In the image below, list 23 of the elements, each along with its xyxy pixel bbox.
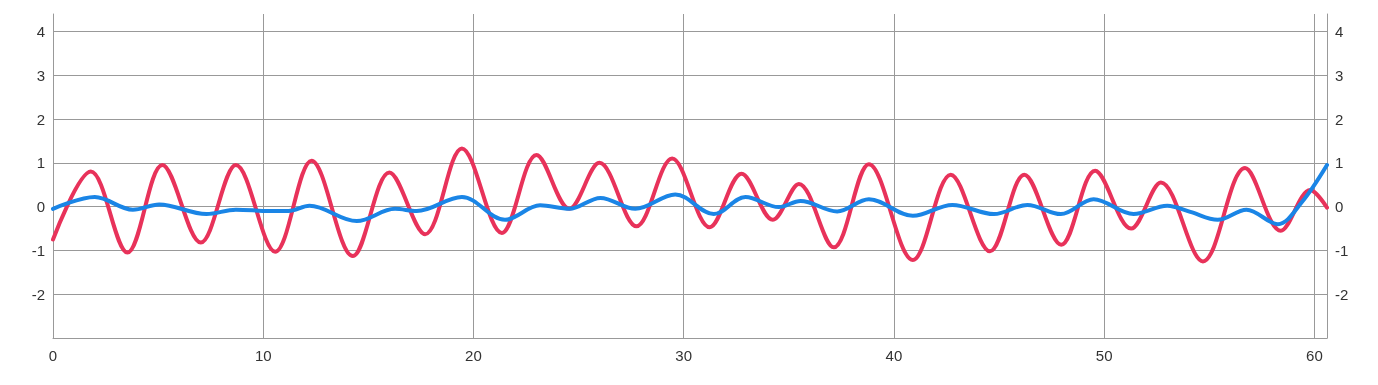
y2-tick-label: 3 (1335, 66, 1344, 84)
y2-tick-label: 1 (1335, 154, 1344, 172)
x-tick-label: 10 (254, 347, 272, 364)
y-tick-label: 2 (36, 110, 45, 128)
y2-tick-label: -2 (1335, 285, 1349, 303)
y2-tick-label: 4 (1335, 23, 1344, 41)
y-tick-label: 1 (36, 154, 45, 172)
y-tick-label: 0 (36, 198, 45, 216)
y2-tick-label: 0 (1335, 198, 1344, 216)
line-series (51, 146, 1329, 264)
x-tick-label: 30 (675, 347, 693, 364)
y-tick-label: 3 (36, 66, 45, 84)
x-tick-label: 20 (465, 347, 482, 364)
y-tick-label: -2 (31, 285, 45, 303)
x-tick-label: 50 (1095, 347, 1113, 364)
x-tick-label: 40 (885, 347, 903, 364)
y2-tick-label: 2 (1335, 110, 1344, 128)
x-tick-label: 0 (48, 347, 58, 364)
y2-tick-label: -1 (1335, 241, 1349, 259)
x-tick-label: 60 (1306, 347, 1323, 364)
y-tick-label: 4 (36, 23, 45, 41)
line-series (51, 163, 1329, 227)
y-tick-label: -1 (31, 241, 45, 259)
